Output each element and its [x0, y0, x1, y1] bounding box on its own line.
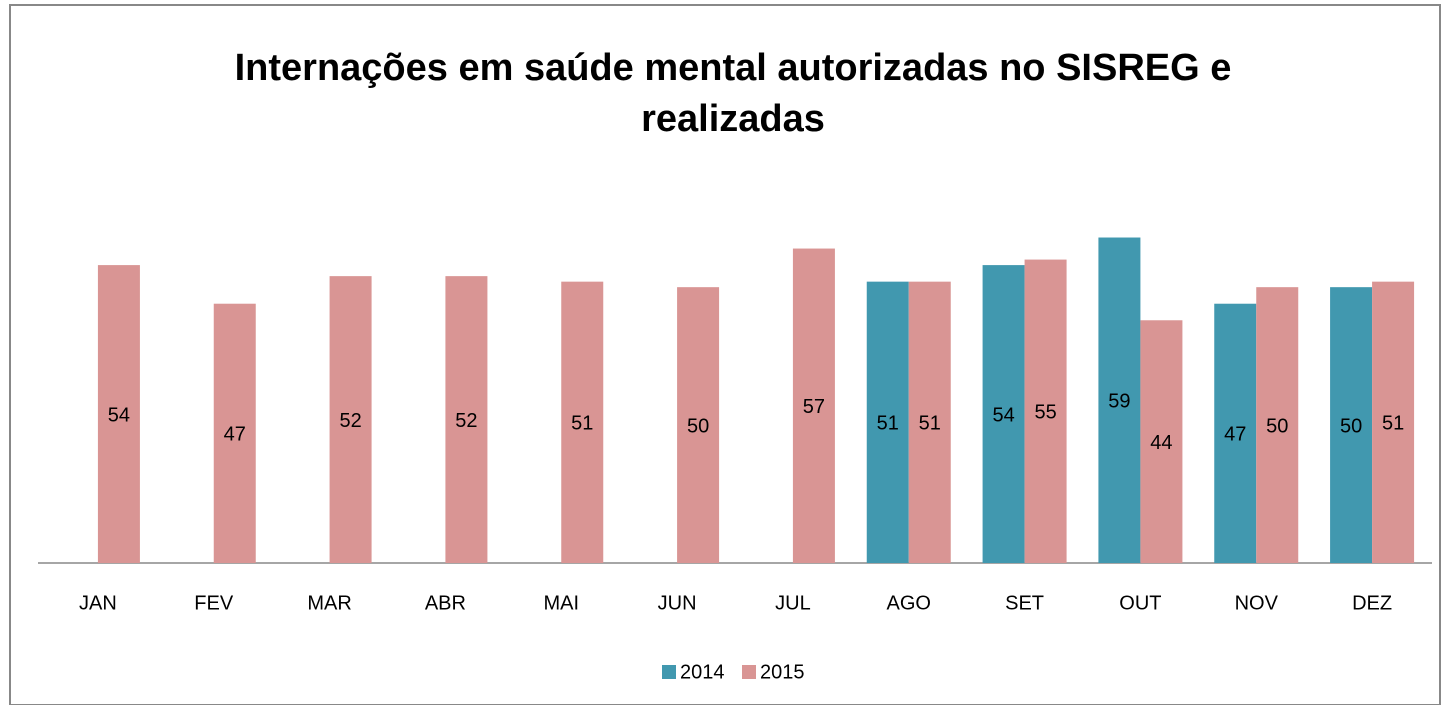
data-label: 51 — [571, 413, 593, 435]
data-label: 52 — [339, 410, 361, 432]
bar — [213, 303, 256, 563]
data-label: 50 — [1266, 415, 1288, 437]
x-tick-label: OUT — [1119, 592, 1161, 614]
bar — [1330, 287, 1373, 563]
x-tick-label: JUN — [658, 592, 697, 614]
data-label: 47 — [224, 424, 246, 446]
data-label: 59 — [1108, 391, 1130, 413]
bar — [1140, 320, 1183, 563]
data-label: 52 — [455, 410, 477, 432]
legend-label: 2015 — [760, 661, 805, 683]
bar — [866, 281, 909, 563]
data-label: 51 — [919, 413, 941, 435]
bar — [329, 276, 372, 563]
x-tick-label: FEV — [194, 592, 234, 614]
bar — [1098, 237, 1141, 563]
x-tick-label: MAI — [543, 592, 579, 614]
x-tick-label: MAR — [307, 592, 351, 614]
data-label: 51 — [1382, 413, 1404, 435]
x-tick-label: NOV — [1235, 592, 1279, 614]
data-label: 54 — [992, 404, 1014, 426]
chart-title: Internações em saúde mental autorizadas … — [235, 47, 1232, 89]
bar — [982, 265, 1025, 563]
bar — [908, 281, 951, 563]
data-label: 50 — [1340, 415, 1362, 437]
data-label: 44 — [1150, 432, 1172, 454]
x-tick-label: JUL — [775, 592, 811, 614]
x-tick-label: ABR — [425, 592, 466, 614]
data-label: 54 — [108, 404, 130, 426]
bar — [445, 276, 488, 563]
bar — [1256, 287, 1299, 563]
bar — [561, 281, 604, 563]
bar — [1024, 259, 1067, 563]
data-label: 50 — [687, 415, 709, 437]
bar — [1214, 303, 1257, 563]
legend-label: 2014 — [680, 661, 725, 683]
x-tick-label: JAN — [79, 592, 117, 614]
bar — [1372, 281, 1415, 563]
data-label: 51 — [877, 413, 899, 435]
bar — [792, 248, 835, 564]
legend-swatch — [742, 665, 756, 679]
bar — [677, 287, 720, 563]
x-tick-label: DEZ — [1352, 592, 1392, 614]
data-label: 57 — [803, 396, 825, 418]
chart-title: realizadas — [641, 98, 825, 140]
data-label: 55 — [1034, 402, 1056, 424]
legend-swatch — [662, 665, 676, 679]
data-label: 47 — [1224, 424, 1246, 446]
x-tick-label: AGO — [887, 592, 931, 614]
bar — [97, 265, 140, 563]
x-tick-label: SET — [1005, 592, 1044, 614]
